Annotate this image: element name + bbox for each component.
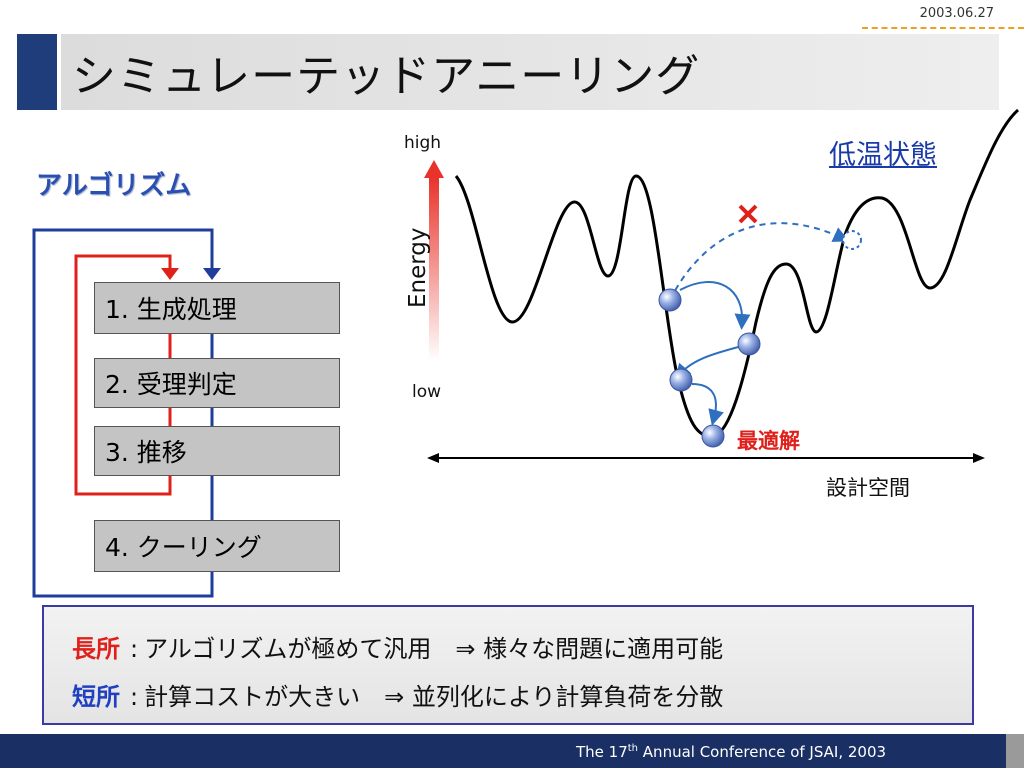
summary-box: 長所: アルゴリズムが極めて汎用 ⇒ 様々な問題に適用可能 短所: 計算コストが大き… [42, 605, 974, 725]
footer-gray-block [1006, 734, 1024, 768]
rejected-jump-path [669, 222, 850, 301]
pro-text: アルゴリズムが極めて汎用 ⇒ 様々な問題に適用可能 [144, 635, 724, 663]
algorithm-heading: アルゴリズム [36, 171, 192, 201]
inner-loop-arrowhead [161, 268, 179, 280]
energy-arrow-shaft [429, 176, 439, 361]
design-space-axis-right-head [973, 453, 985, 463]
energy-high-label: high [404, 133, 442, 153]
energy-curve [454, 108, 1020, 438]
outer-loop-line [32, 228, 214, 598]
con-separator: : [130, 683, 139, 711]
title-bar [61, 34, 999, 110]
slide-date: 2003.06.27 [919, 6, 994, 21]
footer-conference: The 17th Annual Conference of JSAI, 2003 [576, 743, 886, 761]
con-tag: 短所 [72, 683, 120, 711]
pro-row: 長所: アルゴリズムが極めて汎用 ⇒ 様々な問題に適用可能 [72, 629, 723, 664]
footer-text-post: Annual Conference of JSAI, 2003 [638, 743, 887, 761]
step-cooling: 4. クーリング [94, 520, 340, 572]
state-ball-2 [737, 332, 761, 356]
pro-separator: : [130, 635, 139, 663]
transition-arrow-3 [691, 383, 724, 426]
optimum-label: 最適解 [737, 429, 800, 453]
rejected-state-circle [842, 230, 862, 250]
slide-title: シミュレーテッドアニーリング [72, 51, 701, 102]
step-generate: 1. 生成処理 [94, 282, 340, 334]
state-ball-optimum [701, 424, 725, 448]
design-space-label: 設計空間 [826, 476, 910, 500]
transition-arrow-1 [679, 280, 751, 330]
design-space-axis-left-head [427, 453, 439, 463]
state-ball-1 [658, 288, 682, 312]
title-accent-block [17, 34, 57, 110]
low-temperature-label: 低温状態 [829, 140, 937, 171]
energy-arrow-head [424, 160, 444, 178]
footer-text-sup: th [627, 743, 639, 754]
step-acceptance: 2. 受理判定 [94, 358, 340, 408]
step-transition: 3. 推移 [94, 426, 340, 476]
date-divider [862, 27, 1024, 29]
transition-arrow-2 [674, 345, 743, 381]
con-text: 計算コストが大きい ⇒ 並列化により計算負荷を分散 [144, 683, 724, 711]
con-row: 短所: 計算コストが大きい ⇒ 並列化により計算負荷を分散 [72, 677, 723, 712]
energy-axis-label: Energy [405, 227, 431, 308]
inner-loop-line [74, 254, 172, 496]
pro-tag: 長所 [72, 635, 120, 663]
reject-mark-icon [738, 204, 758, 224]
energy-low-label: low [412, 382, 442, 402]
outer-loop-arrowhead [203, 268, 221, 280]
footer-bar: The 17th Annual Conference of JSAI, 2003 [0, 734, 1024, 768]
footer-text-pre: The 17 [576, 743, 628, 761]
state-ball-3 [669, 368, 693, 392]
